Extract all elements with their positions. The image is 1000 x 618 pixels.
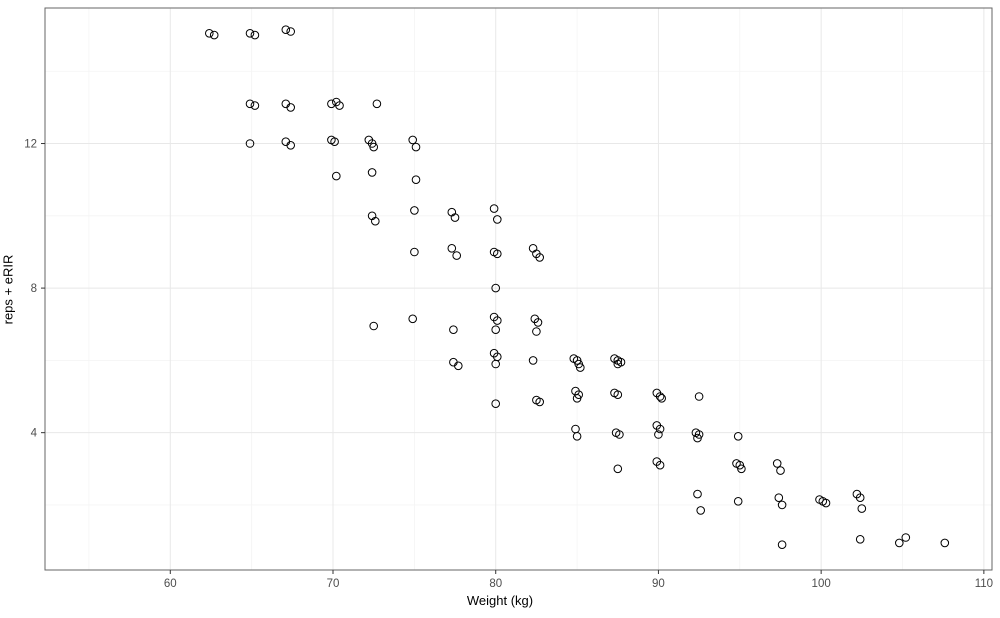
data-point bbox=[281, 25, 291, 35]
data-point bbox=[491, 283, 501, 293]
data-point bbox=[615, 430, 624, 439]
data-point bbox=[286, 27, 296, 36]
data-point bbox=[737, 464, 746, 474]
data-point bbox=[369, 321, 379, 331]
data-point bbox=[245, 99, 255, 109]
data-point bbox=[454, 361, 463, 371]
data-point bbox=[613, 464, 623, 474]
data-point bbox=[449, 325, 458, 335]
data-point bbox=[857, 504, 867, 513]
grid-minor bbox=[45, 8, 992, 570]
data-point bbox=[940, 538, 950, 548]
x-tick-label: 80 bbox=[489, 578, 502, 590]
data-point bbox=[733, 497, 743, 506]
x-tick-label: 100 bbox=[812, 578, 831, 590]
data-point bbox=[491, 325, 501, 335]
data-point bbox=[286, 103, 296, 112]
data-point bbox=[693, 489, 702, 499]
data-point bbox=[572, 432, 582, 441]
x-axis-title: Weight (kg) bbox=[466, 593, 534, 608]
data-point bbox=[372, 99, 382, 109]
data-point bbox=[410, 206, 419, 215]
data-point bbox=[245, 139, 255, 148]
data-point bbox=[693, 433, 702, 443]
data-point bbox=[696, 506, 706, 515]
data-point bbox=[821, 498, 831, 508]
data-point bbox=[205, 29, 214, 38]
data-point bbox=[330, 137, 339, 146]
panel-background bbox=[45, 8, 992, 570]
data-point bbox=[452, 251, 462, 260]
data-point bbox=[576, 363, 585, 372]
y-tick-label: 12 bbox=[24, 139, 37, 151]
data-point bbox=[777, 540, 787, 550]
data-point bbox=[535, 253, 545, 262]
data-point bbox=[535, 397, 545, 407]
data-point bbox=[408, 314, 418, 324]
data-point bbox=[245, 29, 255, 38]
data-point bbox=[655, 392, 665, 401]
data-point bbox=[493, 215, 502, 224]
data-point bbox=[774, 493, 784, 503]
data-point bbox=[655, 424, 665, 434]
data-point bbox=[772, 459, 782, 468]
data-point bbox=[533, 318, 543, 327]
data-point bbox=[408, 135, 418, 145]
x-tick-label: 60 bbox=[164, 578, 177, 590]
data-point bbox=[493, 316, 502, 325]
data-point bbox=[491, 359, 501, 369]
y-tick-label: 4 bbox=[31, 428, 38, 440]
data-point bbox=[410, 247, 419, 257]
data-point bbox=[327, 99, 336, 109]
data-point bbox=[335, 101, 344, 110]
data-point bbox=[250, 101, 260, 110]
points-layer bbox=[205, 25, 950, 550]
data-point bbox=[572, 394, 582, 403]
data-point bbox=[657, 394, 667, 403]
data-point bbox=[901, 533, 911, 542]
data-point bbox=[209, 30, 219, 40]
data-point bbox=[855, 493, 865, 503]
data-point bbox=[655, 460, 665, 470]
y-tick-label: 8 bbox=[31, 283, 37, 295]
data-point bbox=[411, 175, 421, 184]
data-point bbox=[733, 432, 743, 441]
data-point bbox=[895, 538, 904, 548]
data-point bbox=[491, 399, 501, 409]
data-point bbox=[367, 168, 377, 177]
data-point bbox=[250, 30, 260, 40]
data-point bbox=[450, 213, 460, 222]
axes: 60 70 80 90 100 110 4 8 12 bbox=[24, 139, 993, 590]
panel-border bbox=[44, 7, 993, 571]
data-point bbox=[332, 171, 341, 181]
data-point bbox=[489, 204, 499, 213]
data-point bbox=[286, 141, 296, 150]
data-point bbox=[528, 356, 538, 365]
x-tick-label: 70 bbox=[327, 578, 340, 590]
data-point bbox=[777, 500, 787, 510]
data-point bbox=[613, 359, 623, 369]
data-point bbox=[447, 244, 457, 253]
x-tick-label: 90 bbox=[652, 578, 665, 590]
data-point bbox=[532, 327, 541, 336]
data-point bbox=[855, 535, 865, 544]
y-axis-title: reps + eRIR bbox=[0, 254, 16, 325]
data-point bbox=[654, 430, 663, 439]
data-point bbox=[369, 142, 379, 152]
data-point bbox=[371, 216, 380, 226]
x-tick-label: 110 bbox=[975, 578, 993, 590]
data-point bbox=[493, 249, 502, 259]
data-point bbox=[613, 390, 623, 400]
data-point bbox=[776, 466, 785, 475]
data-point bbox=[411, 142, 421, 152]
data-point bbox=[694, 392, 704, 401]
